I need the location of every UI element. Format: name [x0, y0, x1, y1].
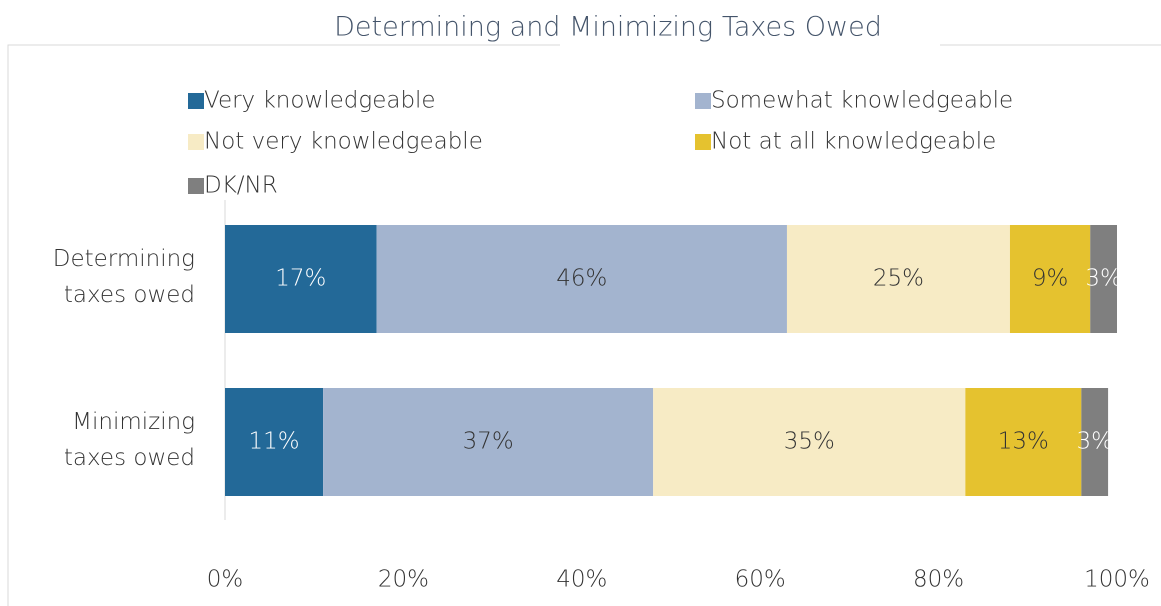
legend-label: Not very knowledgeable: [204, 129, 483, 155]
legend-swatch: [695, 93, 711, 109]
legend-swatch: [188, 178, 204, 194]
bar-segment: [1009, 225, 1091, 333]
data-label: 46%: [556, 266, 607, 292]
legend-label: Somewhat knowledgeable: [711, 88, 1013, 114]
bar-segment: [323, 388, 654, 496]
data-label: 3%: [1085, 266, 1122, 292]
bar-segment: [965, 388, 1082, 496]
x-tick-label: 40%: [556, 567, 607, 593]
bar-segment: [653, 388, 966, 496]
title-bg: [560, 10, 940, 50]
x-tick-label: 80%: [913, 567, 964, 593]
y-tick-label: Determining taxes owed: [53, 246, 195, 308]
data-label: 17%: [275, 266, 326, 292]
bar-segment: [376, 225, 787, 333]
x-tick-label: 0%: [207, 567, 244, 593]
legend-swatch: [695, 134, 711, 150]
data-label: 35%: [784, 429, 835, 455]
x-tick-label: 100%: [1084, 567, 1150, 593]
x-tick-label: 20%: [378, 567, 429, 593]
legend-label: DK/NR: [204, 173, 278, 199]
legend-swatch: [188, 93, 204, 109]
bar-segment: [1081, 388, 1109, 496]
bar-segment: [1090, 225, 1117, 333]
data-label: 37%: [463, 429, 514, 455]
x-tick-label: 60%: [735, 567, 786, 593]
data-label: 3%: [1076, 429, 1113, 455]
legend-label: Not at all knowledgeable: [711, 129, 996, 155]
legend-swatch: [188, 134, 204, 150]
data-label: 25%: [873, 266, 924, 292]
bar-segment: [786, 225, 1010, 333]
legend-label: Very knowledgeable: [204, 88, 436, 114]
chart-title: Determining and Minimizing Taxes Owed: [334, 12, 882, 43]
y-tick-label: Minimizing taxes owed: [64, 409, 195, 471]
data-label: 9%: [1032, 266, 1069, 292]
bar-segment: [225, 225, 377, 333]
data-label: 11%: [248, 429, 299, 455]
data-label: 13%: [998, 429, 1049, 455]
bar-segment: [225, 388, 324, 496]
